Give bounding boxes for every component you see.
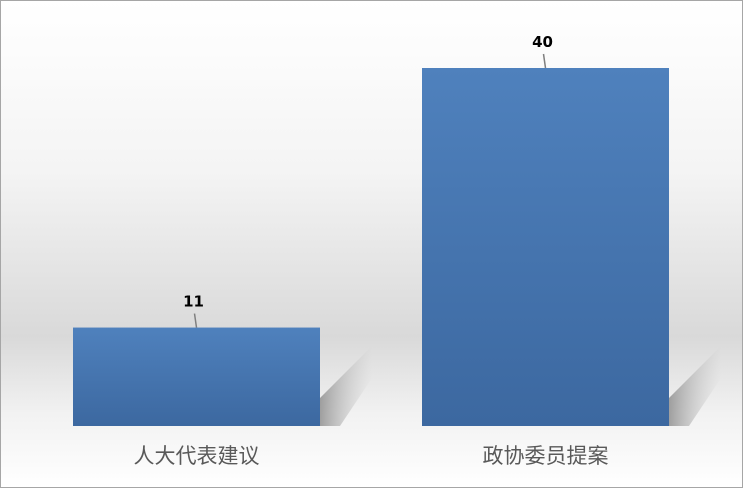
- data-label-leader-line: [542, 53, 547, 69]
- category-label: 人大代表建议: [134, 444, 260, 468]
- bar-shadow: [669, 346, 721, 426]
- bar-1: [73, 327, 320, 426]
- category-label: 政协委员提案: [483, 444, 609, 468]
- bar-2: [422, 68, 669, 426]
- data-label-leader-line: [193, 313, 198, 328]
- data-label: 40: [532, 33, 553, 51]
- bar-shadow: [320, 346, 372, 426]
- data-label: 11: [183, 293, 204, 311]
